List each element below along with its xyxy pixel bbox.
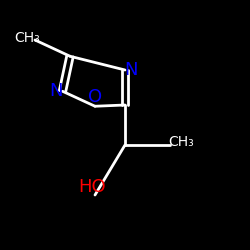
Text: N: N [124,61,138,79]
Text: HO: HO [79,178,106,196]
Text: O: O [88,88,102,106]
Text: CH₃: CH₃ [168,136,194,149]
Text: N: N [50,82,63,100]
Text: CH₃: CH₃ [15,30,40,44]
